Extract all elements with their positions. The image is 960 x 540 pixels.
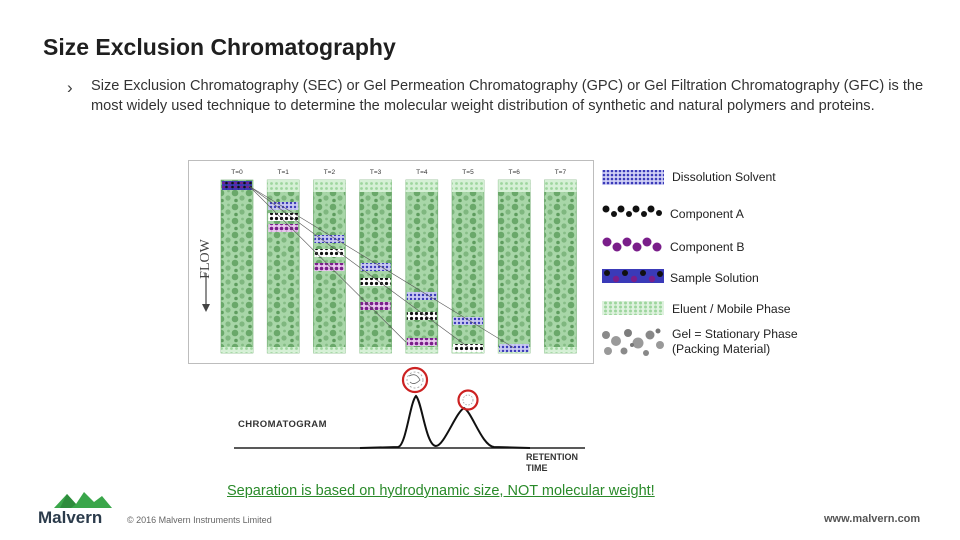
column-label: T=2 xyxy=(324,169,336,176)
sec-diagram-box: T=0 T=1 T=2 T=3 T=4 T=5 T=6 T=7 FLOW xyxy=(188,160,594,364)
solvent-band xyxy=(314,235,345,243)
component-a-band xyxy=(360,278,391,286)
component-b-band xyxy=(268,224,299,232)
gel-column xyxy=(544,179,577,354)
legend-swatch-sample xyxy=(602,269,664,283)
legend-label-gel-sub: (Packing Material) xyxy=(672,342,771,356)
copyright: © 2016 Malvern Instruments Limited xyxy=(127,515,272,525)
gel-column xyxy=(497,179,531,354)
sec-diagram: T=0 T=1 T=2 T=3 T=4 T=5 T=6 T=7 FLOW xyxy=(198,169,577,354)
legend-swatch-component-b xyxy=(602,237,662,252)
retention-label-line2: TIME xyxy=(526,463,548,473)
column-t4: T=4 xyxy=(405,169,439,354)
malvern-logo-icon xyxy=(54,492,112,508)
column-label: T=6 xyxy=(509,169,521,176)
bullet-chevron-icon: › xyxy=(67,78,73,97)
legend-label-sample: Sample Solution xyxy=(670,271,759,285)
website-link[interactable]: www.malvern.com xyxy=(824,513,921,525)
component-a-band xyxy=(268,213,299,221)
eluent-band xyxy=(267,347,300,353)
eluent-band xyxy=(359,180,392,192)
column-t1: T=1 xyxy=(266,169,300,354)
legend-swatches xyxy=(602,170,664,356)
flow-indicator: FLOW xyxy=(198,238,213,312)
eluent-band xyxy=(221,347,253,353)
solvent-band xyxy=(406,292,437,300)
legend-swatch-solvent xyxy=(602,170,664,185)
solvent-band xyxy=(360,263,391,271)
peak-1-marker-icon xyxy=(401,366,429,394)
eluent-band xyxy=(544,180,577,192)
component-b-band xyxy=(360,302,391,310)
bullet-text: Size Exclusion Chromatography (SEC) or G… xyxy=(91,78,924,114)
gel-column xyxy=(405,179,439,354)
chromatogram xyxy=(234,366,585,449)
gel-column xyxy=(220,179,254,354)
column-label: T=4 xyxy=(416,169,428,176)
column-t2: T=2 xyxy=(313,169,346,354)
eluent-band xyxy=(267,180,300,192)
migration-line xyxy=(248,185,407,343)
eluent-band xyxy=(544,347,577,353)
migration-line xyxy=(248,185,515,349)
eluent-band xyxy=(452,180,484,192)
malvern-logo-text: Malvern xyxy=(38,508,103,527)
component-b-band xyxy=(406,338,437,346)
legend-label-component-a: Component A xyxy=(670,207,744,221)
page-title: Size Exclusion Chromatography xyxy=(43,34,396,60)
column-label: T=0 xyxy=(231,169,243,176)
component-a-band xyxy=(406,312,437,320)
column-t7: T=7 xyxy=(544,169,577,354)
legend-label-solvent: Dissolution Solvent xyxy=(672,170,776,184)
eluent-band xyxy=(313,347,346,353)
caption-link[interactable]: Separation is based on hydrodynamic size… xyxy=(227,483,655,499)
solvent-band xyxy=(453,317,483,325)
chromatogram-trace xyxy=(359,394,531,449)
retention-time-label: RETENTION TIME xyxy=(526,452,578,474)
column-label: T=1 xyxy=(278,169,290,176)
eluent-band xyxy=(359,347,392,353)
column-label: T=5 xyxy=(462,169,474,176)
column-label: T=3 xyxy=(370,169,382,176)
legend-swatch-eluent xyxy=(602,301,664,315)
component-b-band xyxy=(314,263,345,271)
legend-label-component-b: Component B xyxy=(670,240,745,254)
eluent-band xyxy=(405,347,438,353)
flow-label: FLOW xyxy=(198,238,213,278)
legend-label-gel: Gel = Stationary Phase xyxy=(672,327,798,341)
column-t3: T=3 xyxy=(359,169,392,354)
sample-band xyxy=(222,181,252,190)
column-t5: T=5 xyxy=(451,169,485,354)
eluent-band xyxy=(405,180,438,192)
solvent-band xyxy=(268,202,299,210)
column-t0: T=0 xyxy=(220,169,254,354)
eluent-band xyxy=(498,180,531,192)
flow-arrow-head-icon xyxy=(202,304,210,312)
chromatogram-title: CHROMATOGRAM xyxy=(238,419,327,430)
gel-column xyxy=(451,179,485,354)
eluent-band xyxy=(313,180,346,192)
component-a-band xyxy=(314,249,345,257)
legend-swatch-gel xyxy=(602,328,664,356)
peak-2-marker-icon xyxy=(457,389,479,411)
column-t6: T=6 xyxy=(497,169,531,354)
legend-label-eluent: Eluent / Mobile Phase xyxy=(672,302,791,316)
component-a-band xyxy=(453,344,483,352)
retention-label-line1: RETENTION xyxy=(526,452,579,462)
legend-swatch-component-a xyxy=(602,205,662,217)
column-label: T=7 xyxy=(555,169,567,176)
migration-line xyxy=(248,185,469,348)
